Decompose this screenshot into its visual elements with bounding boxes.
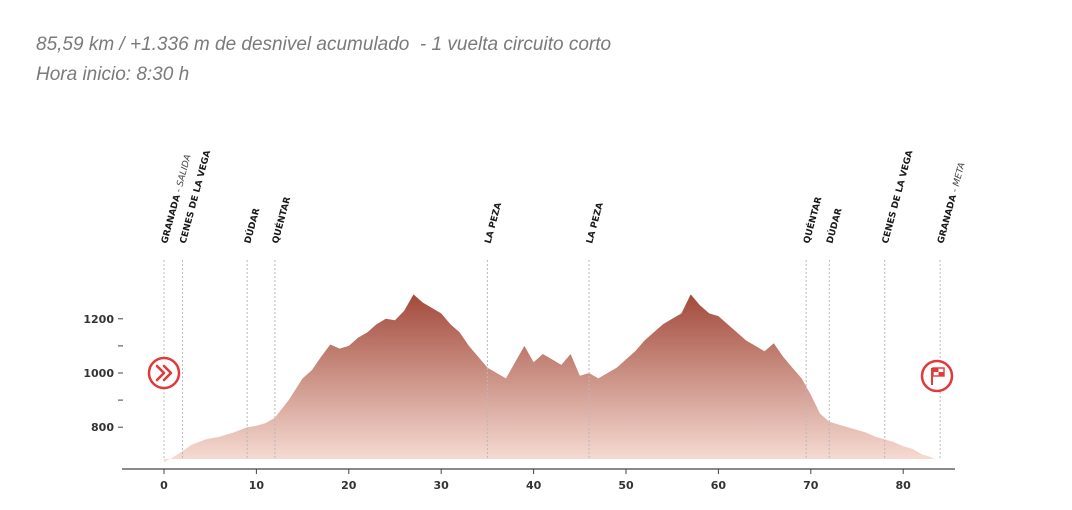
y-tick-label: 1000 bbox=[83, 367, 114, 380]
start-icon-chevrons bbox=[155, 364, 173, 382]
route-summary: 85,59 km / +1.336 m de desnivel acumulad… bbox=[36, 30, 611, 90]
x-tick-label: 80 bbox=[896, 479, 912, 492]
marker-sublabel: - SALIDA bbox=[173, 153, 193, 196]
flag-check bbox=[938, 372, 944, 376]
x-tick-label: 60 bbox=[711, 479, 727, 492]
x-tick-label: 40 bbox=[526, 479, 542, 492]
x-tick-label: 20 bbox=[341, 479, 357, 492]
route-distance-elevation: 85,59 km / +1.336 m de desnivel acumulad… bbox=[36, 34, 612, 55]
x-tick-label: 0 bbox=[160, 479, 168, 492]
marker-label: LA PEZA bbox=[585, 202, 606, 245]
marker-sublabel: - META bbox=[949, 162, 967, 197]
start-time: Hora inicio: 8:30 h bbox=[36, 64, 190, 85]
marker-label: QUÉNTAR bbox=[800, 195, 824, 245]
x-tick-label: 10 bbox=[249, 479, 265, 492]
x-tick-label: 70 bbox=[803, 479, 819, 492]
flag-check bbox=[933, 368, 939, 372]
elevation-area bbox=[164, 294, 936, 463]
marker-label: DÚDAR bbox=[824, 207, 845, 245]
y-tick-label: 800 bbox=[91, 421, 114, 434]
y-tick-label: 1200 bbox=[83, 313, 114, 326]
marker-label: QUÉNTAR bbox=[269, 195, 293, 245]
x-tick-label: 30 bbox=[434, 479, 450, 492]
marker-label: CENES DE LA VEGA bbox=[881, 149, 916, 244]
x-tick-label: 50 bbox=[618, 479, 634, 492]
marker-label: GRANADA - META bbox=[936, 162, 967, 245]
checkered-flag-icon bbox=[920, 359, 954, 393]
marker-label: DÚDAR bbox=[241, 207, 262, 245]
marker-label: LA PEZA bbox=[484, 202, 505, 245]
double-chevron-right-icon bbox=[147, 356, 181, 390]
